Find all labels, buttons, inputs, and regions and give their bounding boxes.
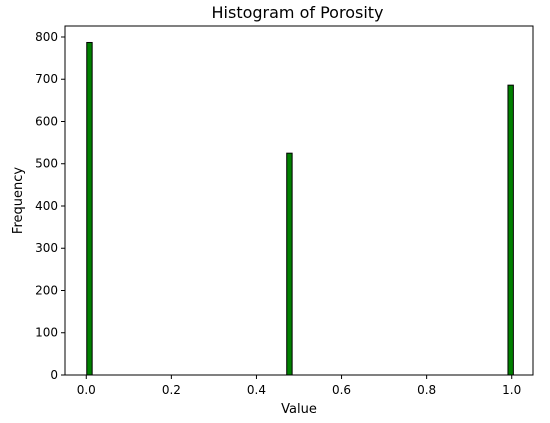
y-tick-label: 600	[35, 114, 58, 128]
y-tick-label: 100	[35, 326, 58, 340]
y-tick-label: 0	[50, 368, 58, 382]
y-tick-label: 400	[35, 199, 58, 213]
y-tick-label: 300	[35, 241, 58, 255]
y-tick-label: 800	[35, 30, 58, 44]
x-tick-label: 0.8	[417, 383, 436, 397]
x-tick-label: 0.2	[162, 383, 181, 397]
x-tick-label: 0.6	[332, 383, 351, 397]
x-tick-label: 1.0	[502, 383, 521, 397]
y-tick-label: 200	[35, 283, 58, 297]
x-axis-ticks: 0.0 0.2 0.4 0.6 0.8 1.0	[77, 375, 521, 397]
y-axis-label: Frequency	[11, 167, 26, 234]
histogram-bar-0	[86, 41, 93, 376]
y-axis-ticks: 0 100 200 300 400 500 600 700 800	[35, 30, 65, 382]
chart-title: Histogram of Porosity	[212, 3, 384, 22]
plot-area-frame	[64, 25, 534, 376]
y-tick-label: 700	[35, 72, 58, 86]
histogram-bar-2	[507, 84, 514, 376]
bars-group	[86, 41, 514, 376]
x-axis-label: Value	[281, 402, 317, 417]
x-tick-label: 0.4	[247, 383, 266, 397]
histogram-bar-1	[286, 152, 293, 376]
x-tick-label: 0.0	[77, 383, 96, 397]
y-tick-label: 500	[35, 157, 58, 171]
